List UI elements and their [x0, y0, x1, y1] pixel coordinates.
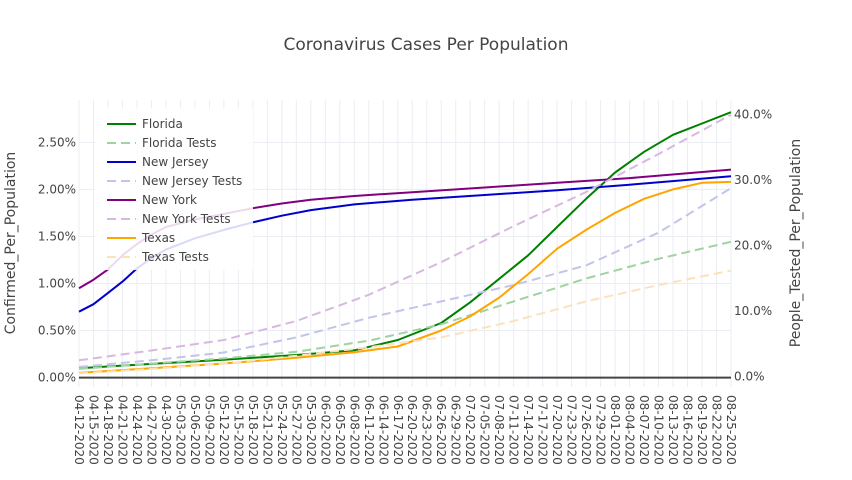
x-tick-label: 05-12-2020 [217, 395, 231, 465]
series-line [78, 113, 732, 362]
legend-label[interactable]: New Jersey Tests [142, 174, 242, 188]
legend-label[interactable]: Texas Tests [141, 250, 209, 264]
x-tick-label: 08-16-2020 [681, 395, 695, 465]
x-tick-label: 04-15-2020 [86, 395, 100, 465]
x-tick-label: 05-09-2020 [202, 395, 216, 465]
x-tick-label: 08-25-2020 [724, 395, 738, 465]
chart-title: Coronavirus Cases Per Population [284, 35, 569, 55]
x-tick-label: 05-18-2020 [246, 395, 260, 465]
y2-tick-label: 10.0% [734, 304, 772, 318]
x-tick-label: 05-03-2020 [173, 395, 187, 465]
x-tick-label: 04-24-2020 [130, 395, 144, 465]
y-tick-label: 1.50% [38, 229, 76, 243]
legend-label[interactable]: Texas [141, 231, 175, 245]
x-tick-label: 07-02-2020 [463, 395, 477, 465]
legend-label[interactable]: Florida Tests [142, 136, 217, 150]
y-tick-label: 1.00% [38, 276, 76, 290]
y-tick-label: 0.50% [38, 324, 76, 338]
x-tick-label: 08-04-2020 [623, 395, 637, 465]
x-tick-label: 05-30-2020 [304, 395, 318, 465]
legend[interactable]: Florida Florida Tests New Jersey New Jersey… [107, 117, 242, 264]
x-tick-label: 06-14-2020 [376, 395, 390, 465]
x-tick-label: 04-12-2020 [72, 395, 86, 465]
series-line [78, 240, 732, 370]
x-tick-label: 07-26-2020 [579, 395, 593, 465]
x-tick-label: 05-24-2020 [275, 395, 289, 465]
legend-box [95, 108, 253, 270]
y-tick-label: 2.50% [38, 135, 76, 149]
x-tick-label: 07-20-2020 [550, 395, 564, 465]
x-tick-label: 06-08-2020 [347, 395, 361, 465]
x-tick-label: 05-06-2020 [188, 395, 202, 465]
x-tick-label: 08-13-2020 [666, 395, 680, 465]
x-tick-label: 05-27-2020 [289, 395, 303, 465]
y2-axis-ticks: 0.0% 10.0% 20.0% 30.0% 40.0% [734, 108, 772, 384]
series-line [78, 269, 732, 375]
x-tick-label: 08-19-2020 [695, 395, 709, 465]
x-tick-label: 07-23-2020 [565, 395, 579, 465]
x-tick-label: 04-21-2020 [115, 395, 129, 465]
x-tick-label: 08-10-2020 [652, 395, 666, 465]
y2-tick-label: 20.0% [734, 239, 772, 253]
y2-axis-title: People_Tested_Per_Population [788, 139, 804, 347]
y2-tick-label: 40.0% [734, 108, 772, 122]
x-tick-label: 07-14-2020 [521, 395, 535, 465]
legend-label[interactable]: New York [142, 193, 197, 207]
legend-label[interactable]: New York Tests [142, 212, 231, 226]
x-tick-label: 07-11-2020 [507, 395, 521, 465]
x-tick-label: 06-23-2020 [420, 395, 434, 465]
x-tick-label: 05-21-2020 [260, 395, 274, 465]
x-tick-label: 05-15-2020 [231, 395, 245, 465]
x-tick-label: 06-05-2020 [333, 395, 347, 465]
x-tick-label: 06-11-2020 [362, 395, 376, 465]
x-tick-label: 08-22-2020 [710, 395, 724, 465]
x-tick-label: 07-05-2020 [478, 395, 492, 465]
x-tick-label: 04-27-2020 [144, 395, 158, 465]
x-tick-label: 06-26-2020 [434, 395, 448, 465]
x-axis-ticks: 04-12-2020 04-15-2020 04-18-2020 04-21-2020… [72, 395, 738, 465]
x-tick-label: 04-18-2020 [101, 395, 115, 465]
y-axis-ticks: 0.00% 0.50% 1.00% 1.50% 2.00% 2.50% [38, 135, 76, 384]
y-tick-label: 0.00% [38, 371, 76, 385]
x-tick-label: 07-08-2020 [492, 395, 506, 465]
series-line [78, 180, 732, 374]
y2-tick-label: 0.0% [734, 370, 765, 384]
x-tick-label: 06-17-2020 [391, 395, 405, 465]
x-tick-label: 06-02-2020 [318, 395, 332, 465]
y-axis-title: Confirmed_Per_Population [3, 152, 19, 335]
y2-tick-label: 30.0% [734, 173, 772, 187]
x-tick-label: 06-29-2020 [449, 395, 463, 465]
y-tick-label: 2.00% [38, 182, 76, 196]
legend-label[interactable]: Florida [142, 117, 183, 131]
legend-label[interactable]: New Jersey [142, 155, 209, 169]
x-tick-label: 07-29-2020 [594, 395, 608, 465]
series-line [78, 111, 732, 370]
x-tick-label: 08-01-2020 [608, 395, 622, 465]
x-tick-label: 07-17-2020 [536, 395, 550, 465]
x-tick-label: 06-20-2020 [405, 395, 419, 465]
x-tick-label: 08-07-2020 [637, 395, 651, 465]
x-tick-label: 04-30-2020 [159, 395, 173, 465]
